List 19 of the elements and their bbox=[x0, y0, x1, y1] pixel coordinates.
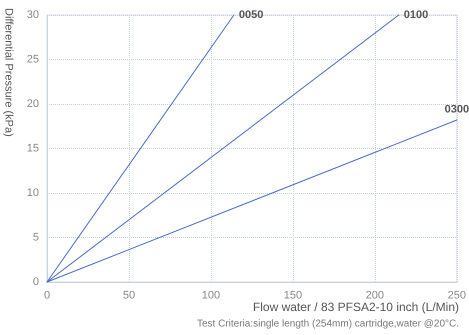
y-axis-title: Differential Pressure (kPa) bbox=[2, 8, 14, 137]
y-tick-label: 25 bbox=[26, 54, 39, 66]
series-label: 0100 bbox=[404, 9, 428, 21]
x-tick-label: 50 bbox=[122, 290, 136, 302]
y-tick-label: 10 bbox=[26, 187, 39, 199]
y-tick-label: 15 bbox=[26, 142, 39, 154]
text: Test Criteria:single length (254mm) cartridge,water @20°C. bbox=[196, 318, 460, 330]
x-axis-title: Flow water / 83 PFSA2-10 inch (L/Min) bbox=[252, 300, 460, 314]
series-label: 0300 bbox=[444, 104, 469, 116]
x-tick-label: 0 bbox=[44, 290, 50, 302]
x-tick-label: 150 bbox=[284, 290, 302, 302]
x-tick-label: 100 bbox=[202, 290, 220, 302]
y-tick-label: 20 bbox=[26, 98, 39, 110]
x-tick-label: 200 bbox=[366, 290, 384, 302]
y-tick-label: 30 bbox=[26, 9, 39, 21]
x-tick-label: 250 bbox=[448, 290, 466, 302]
y-tick-label: 0 bbox=[32, 276, 39, 288]
y-tick-label: 5 bbox=[32, 232, 39, 244]
series-label: 0050 bbox=[238, 9, 264, 21]
